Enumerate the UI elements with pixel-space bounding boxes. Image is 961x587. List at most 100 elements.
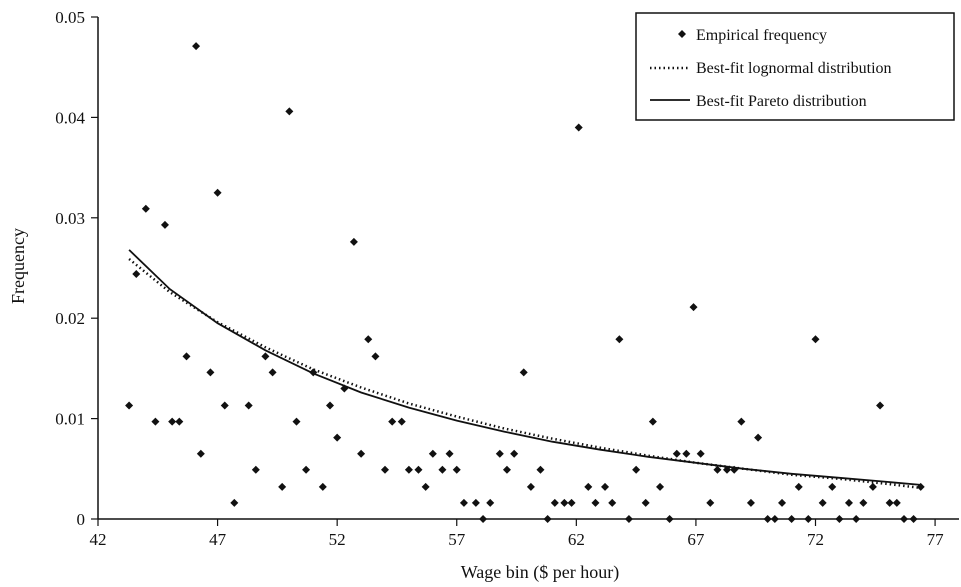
empirical-point (502, 465, 511, 474)
empirical-point (876, 401, 885, 410)
empirical-point (536, 465, 545, 474)
empirical-point (852, 515, 861, 523)
pareto-fit-line (128, 249, 921, 486)
empirical-point (682, 449, 691, 458)
empirical-point (278, 482, 287, 491)
empirical-point (916, 482, 925, 491)
empirical-point (656, 482, 665, 491)
empirical-point (371, 352, 380, 361)
empirical-point (510, 449, 519, 458)
empirical-point (909, 515, 918, 523)
empirical-point (230, 498, 239, 507)
empirical-point (125, 401, 134, 410)
empirical-point (601, 482, 610, 491)
legend-label-empirical: Empirical frequency (696, 27, 827, 44)
empirical-point (182, 352, 191, 361)
empirical-point (859, 498, 868, 507)
empirical-point (452, 465, 461, 474)
empirical-point (421, 482, 430, 491)
empirical-point (519, 368, 528, 377)
empirical-point (285, 107, 294, 116)
empirical-point (151, 417, 160, 426)
empirical-point (835, 515, 844, 523)
empirical-point (713, 465, 722, 474)
empirical-point (543, 515, 552, 523)
empirical-point (804, 515, 813, 523)
empirical-point (754, 433, 763, 442)
empirical-point (340, 384, 349, 393)
empirical-point (357, 449, 366, 458)
empirical-point (268, 368, 277, 377)
empirical-point (828, 482, 837, 491)
y-tick-label: 0.01 (55, 410, 85, 429)
empirical-point (292, 417, 301, 426)
fit-lines (128, 249, 921, 490)
empirical-point (723, 465, 732, 474)
empirical-point (160, 220, 169, 229)
empirical-point (318, 482, 327, 491)
empirical-point (737, 417, 746, 426)
empirical-point (206, 368, 215, 377)
empirical-point (899, 515, 908, 523)
empirical-point (388, 417, 397, 426)
y-axis-label: Frequency (8, 228, 28, 304)
empirical-point (885, 498, 894, 507)
empirical-point (526, 482, 535, 491)
empirical-point (706, 498, 715, 507)
empirical-point (309, 368, 318, 377)
empirical-point (632, 465, 641, 474)
empirical-point (414, 465, 423, 474)
empirical-point (471, 498, 480, 507)
empirical-point (325, 401, 334, 410)
legend-label-lognormal: Best-fit lognormal distribution (696, 60, 892, 77)
y-tick-label: 0.05 (55, 8, 85, 27)
legend-label-pareto: Best-fit Pareto distribution (696, 93, 867, 110)
empirical-point (381, 465, 389, 474)
empirical-point (778, 498, 787, 507)
y-tick-label: 0.03 (55, 209, 85, 228)
empirical-point (495, 449, 504, 458)
empirical-point (560, 498, 569, 507)
empirical-point (574, 123, 583, 132)
legend: Empirical frequency Best-fit lognormal d… (635, 12, 955, 121)
x-tick-label: 67 (687, 530, 705, 549)
empirical-point (591, 498, 600, 507)
empirical-point (608, 498, 617, 507)
x-tick-label: 47 (209, 530, 227, 549)
empirical-point (818, 498, 827, 507)
empirical-point (665, 515, 674, 523)
empirical-point (244, 401, 253, 410)
empirical-point (364, 335, 373, 344)
x-axis-label: Wage bin ($ per hour) (461, 562, 620, 583)
y-tick-label: 0 (77, 510, 86, 529)
lognormal-fit-line (128, 258, 921, 490)
y-tick-label: 0.02 (55, 309, 85, 328)
x-axis-ticks: 42 47 52 57 62 67 72 77 (90, 519, 944, 549)
empirical-point (428, 449, 437, 458)
empirical-point (892, 498, 901, 507)
empirical-point (844, 498, 853, 507)
empirical-point (220, 401, 229, 410)
empirical-point (730, 465, 739, 474)
empirical-point (615, 335, 624, 344)
empirical-point (648, 417, 657, 426)
legend-box (635, 12, 955, 121)
empirical-point (349, 237, 358, 246)
empirical-point (763, 515, 772, 523)
x-tick-label: 57 (448, 530, 466, 549)
empirical-point (567, 498, 576, 507)
empirical-point (251, 465, 260, 474)
empirical-point (333, 433, 342, 442)
empirical-point (132, 270, 141, 279)
empirical-point (213, 188, 222, 197)
x-tick-label: 52 (329, 530, 346, 549)
empirical-point (196, 449, 205, 458)
empirical-points (125, 42, 925, 523)
empirical-point (641, 498, 650, 507)
empirical-point (672, 449, 681, 458)
empirical-point (404, 465, 413, 474)
x-tick-label: 42 (90, 530, 107, 549)
empirical-point (794, 482, 803, 491)
empirical-point (192, 42, 201, 51)
empirical-point (696, 449, 705, 458)
